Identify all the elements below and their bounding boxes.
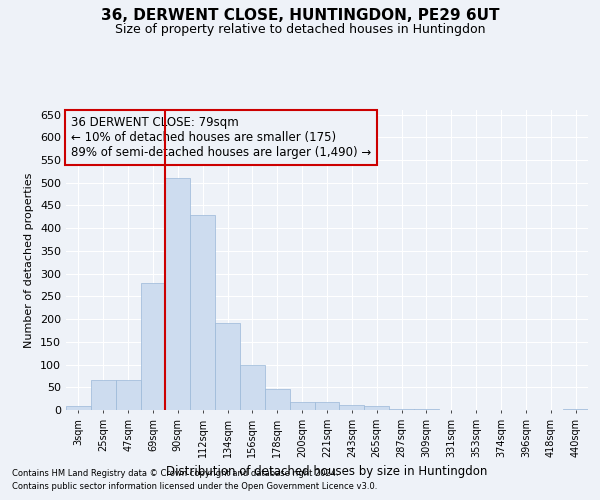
Bar — [140, 282, 166, 410]
Text: Contains HM Land Registry data © Crown copyright and database right 2024.: Contains HM Land Registry data © Crown c… — [12, 468, 338, 477]
Y-axis label: Number of detached properties: Number of detached properties — [25, 172, 34, 348]
Bar — [166, 178, 190, 410]
Text: 36 DERWENT CLOSE: 79sqm
← 10% of detached houses are smaller (175)
89% of semi-d: 36 DERWENT CLOSE: 79sqm ← 10% of detache… — [71, 116, 371, 159]
Bar — [389, 408, 414, 410]
Bar — [190, 214, 215, 410]
Bar — [314, 402, 340, 410]
Bar — [116, 380, 140, 410]
Bar — [265, 388, 290, 410]
Bar — [340, 406, 364, 410]
Bar — [290, 402, 314, 410]
Text: Contains public sector information licensed under the Open Government Licence v3: Contains public sector information licen… — [12, 482, 377, 491]
Bar — [364, 406, 389, 410]
Bar — [66, 406, 91, 410]
Bar — [91, 380, 116, 410]
X-axis label: Distribution of detached houses by size in Huntingdon: Distribution of detached houses by size … — [166, 466, 488, 478]
Bar — [563, 408, 588, 410]
Bar — [414, 409, 439, 410]
Bar — [215, 322, 240, 410]
Text: 36, DERWENT CLOSE, HUNTINGDON, PE29 6UT: 36, DERWENT CLOSE, HUNTINGDON, PE29 6UT — [101, 8, 499, 22]
Text: Size of property relative to detached houses in Huntingdon: Size of property relative to detached ho… — [115, 22, 485, 36]
Bar — [240, 364, 265, 410]
